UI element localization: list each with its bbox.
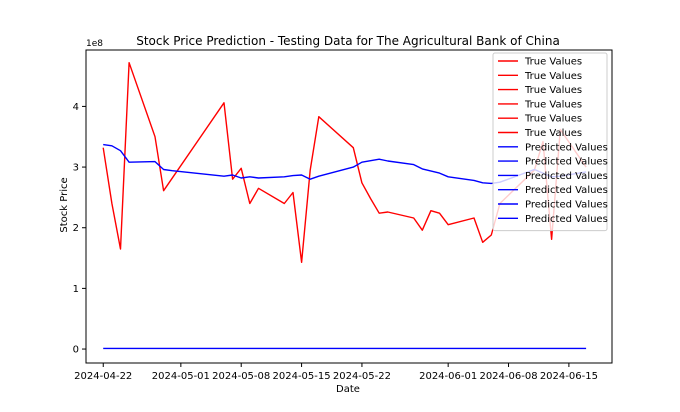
x-tick-label: 2024-05-22 bbox=[333, 371, 391, 382]
legend-label: Predicted Values bbox=[525, 171, 608, 182]
legend-label: True Values bbox=[524, 128, 582, 139]
y-axis-label: Stock Price bbox=[59, 177, 70, 232]
y-tick-label: 1 bbox=[73, 284, 79, 295]
legend-label: Predicted Values bbox=[525, 185, 608, 196]
x-tick-label: 2024-04-22 bbox=[74, 371, 132, 382]
legend-label: True Values bbox=[524, 57, 582, 68]
y-offset-label: 1e8 bbox=[86, 39, 103, 49]
y-tick-label: 3 bbox=[73, 163, 79, 174]
legend: True Values True Values True Values True Va… bbox=[492, 52, 608, 232]
chart-title: Stock Price Prediction - Testing Data fo… bbox=[136, 34, 560, 48]
x-tick-label: 2024-05-15 bbox=[273, 371, 331, 382]
y-tick-label: 0 bbox=[73, 345, 79, 356]
legend-label: True Values bbox=[524, 99, 582, 110]
x-tick-label: 2024-05-01 bbox=[152, 371, 210, 382]
legend-label: True Values bbox=[524, 71, 582, 82]
plot-frame bbox=[85, 49, 613, 364]
y-tick-label: 4 bbox=[73, 102, 79, 113]
x-tick-label: 2024-06-01 bbox=[419, 371, 477, 382]
legend-label: True Values bbox=[524, 85, 582, 96]
legend-label: Predicted Values bbox=[525, 200, 608, 211]
x-tick-label: 2024-06-15 bbox=[540, 371, 598, 382]
x-tick-label: 2024-06-08 bbox=[479, 371, 537, 382]
legend-label: True Values bbox=[524, 114, 582, 125]
legend-box bbox=[492, 52, 608, 232]
legend-label: Predicted Values bbox=[525, 142, 608, 153]
legend-label: Predicted Values bbox=[525, 157, 608, 168]
y-tick-label: 2 bbox=[73, 223, 79, 234]
x-tick-label: 2024-05-08 bbox=[212, 371, 270, 382]
x-axis-label: Date bbox=[336, 384, 360, 395]
legend-label: Predicted Values bbox=[525, 214, 608, 225]
